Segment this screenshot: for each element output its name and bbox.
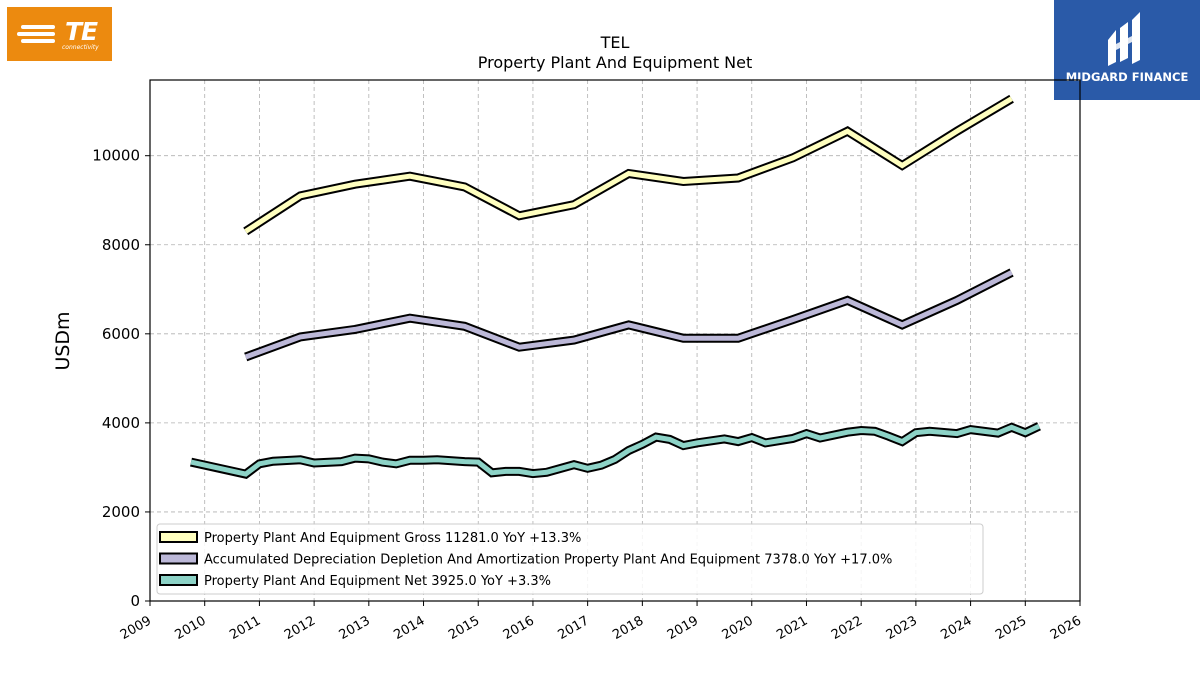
x-tick-label: 2012 (282, 613, 318, 643)
legend-entry: Property Plant And Equipment Net 3925.0 … (204, 574, 551, 589)
midgard-emblem-icon (1108, 12, 1140, 66)
series-line (244, 270, 1013, 360)
series-0 (243, 94, 1014, 236)
te-connectivity-logo: TE connectivity (7, 7, 112, 61)
series-outline (244, 268, 1014, 362)
x-tick-label: 2023 (884, 613, 920, 643)
series-line (190, 423, 1041, 477)
x-tick-label: 2022 (829, 613, 865, 643)
plot-frame (149, 79, 1081, 602)
series-1 (244, 268, 1014, 362)
x-tick-label: 2017 (555, 613, 591, 643)
x-tick-label: 2020 (720, 613, 756, 643)
midgard-finance-logo: MIDGARD FINANCE (1054, 0, 1200, 100)
te-logo-stripes (17, 25, 55, 43)
series-lines (190, 94, 1041, 479)
x-tick-label: 2024 (938, 613, 974, 643)
x-tick-label: 2026 (1048, 613, 1084, 643)
series-outline (243, 94, 1014, 236)
series-line (244, 96, 1013, 234)
legend: Property Plant And Equipment Gross 11281… (156, 523, 984, 595)
legend-swatch (159, 531, 198, 543)
legend-box (156, 523, 984, 595)
x-tick-label: 2018 (610, 613, 646, 643)
x-tick-label: 2019 (665, 613, 701, 643)
x-tick-label: 2011 (227, 613, 263, 643)
legend-swatch (159, 552, 198, 565)
x-tick-label: 2015 (446, 613, 482, 643)
y-tick-label: 0 (130, 592, 140, 610)
x-tick-label: 2009 (118, 613, 154, 643)
midgard-logo-text: MIDGARD FINANCE (1065, 70, 1189, 84)
x-tick-label: 2010 (173, 613, 209, 643)
y-axis-label: USDm (52, 311, 74, 370)
grid (150, 80, 1080, 601)
y-tick-label: 6000 (102, 325, 140, 343)
y-tick-label: 10000 (92, 147, 140, 165)
te-logo-text: TE (65, 17, 98, 46)
x-tick-label: 2021 (774, 613, 810, 643)
te-logo-subtext: connectivity (62, 44, 99, 51)
chart-title: TEL (600, 33, 630, 52)
x-tick-label: 2016 (501, 613, 537, 643)
x-tick-label: 2013 (337, 613, 373, 643)
legend-swatch (159, 574, 198, 586)
legend-entry: Property Plant And Equipment Gross 11281… (204, 531, 581, 546)
y-tick-label: 2000 (102, 503, 140, 521)
y-tick-label: 8000 (102, 236, 140, 254)
legend-entry: Accumulated Depreciation Depletion And A… (204, 553, 892, 568)
x-tick-label: 2025 (993, 613, 1029, 643)
x-tick-label: 2014 (391, 613, 427, 643)
y-tick-label: 4000 (102, 414, 140, 432)
chart-subtitle: Property Plant And Equipment Net (478, 53, 753, 72)
series-2 (190, 422, 1041, 479)
